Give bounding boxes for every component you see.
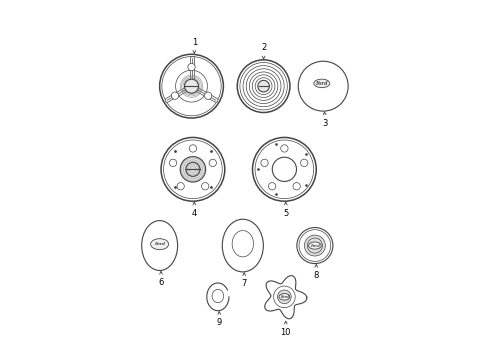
Circle shape <box>170 159 177 167</box>
Ellipse shape <box>142 221 177 270</box>
Circle shape <box>298 61 348 111</box>
Polygon shape <box>265 276 307 319</box>
Circle shape <box>237 60 290 112</box>
Text: Ford: Ford <box>316 81 328 86</box>
Circle shape <box>297 228 333 264</box>
Circle shape <box>189 145 196 152</box>
Text: 4: 4 <box>192 209 197 218</box>
Circle shape <box>258 80 270 92</box>
Text: Ford: Ford <box>280 295 289 299</box>
Ellipse shape <box>309 242 321 249</box>
Text: Ford: Ford <box>310 244 320 248</box>
Text: 9: 9 <box>217 318 222 327</box>
Text: 3: 3 <box>322 118 327 127</box>
Circle shape <box>201 183 209 190</box>
Circle shape <box>300 159 308 167</box>
Circle shape <box>269 183 276 190</box>
Text: Ford: Ford <box>154 242 165 246</box>
Ellipse shape <box>222 219 263 272</box>
Circle shape <box>172 92 179 99</box>
Circle shape <box>185 79 198 93</box>
Circle shape <box>304 235 325 256</box>
Ellipse shape <box>314 79 330 87</box>
Circle shape <box>204 92 212 99</box>
Circle shape <box>277 290 291 304</box>
Circle shape <box>209 159 217 167</box>
Text: 8: 8 <box>314 271 319 280</box>
Circle shape <box>177 183 184 190</box>
Circle shape <box>261 159 268 167</box>
Circle shape <box>281 145 288 152</box>
Text: 5: 5 <box>283 209 289 218</box>
Circle shape <box>180 157 206 182</box>
Text: 7: 7 <box>242 279 247 288</box>
Ellipse shape <box>279 294 290 300</box>
Circle shape <box>161 138 225 201</box>
Text: 1: 1 <box>192 38 197 47</box>
Circle shape <box>293 183 300 190</box>
Circle shape <box>188 63 195 71</box>
Text: 10: 10 <box>280 328 291 337</box>
Ellipse shape <box>150 239 169 249</box>
Circle shape <box>252 138 316 201</box>
Circle shape <box>160 54 223 118</box>
Text: 2: 2 <box>261 43 266 52</box>
Text: 6: 6 <box>158 278 164 287</box>
